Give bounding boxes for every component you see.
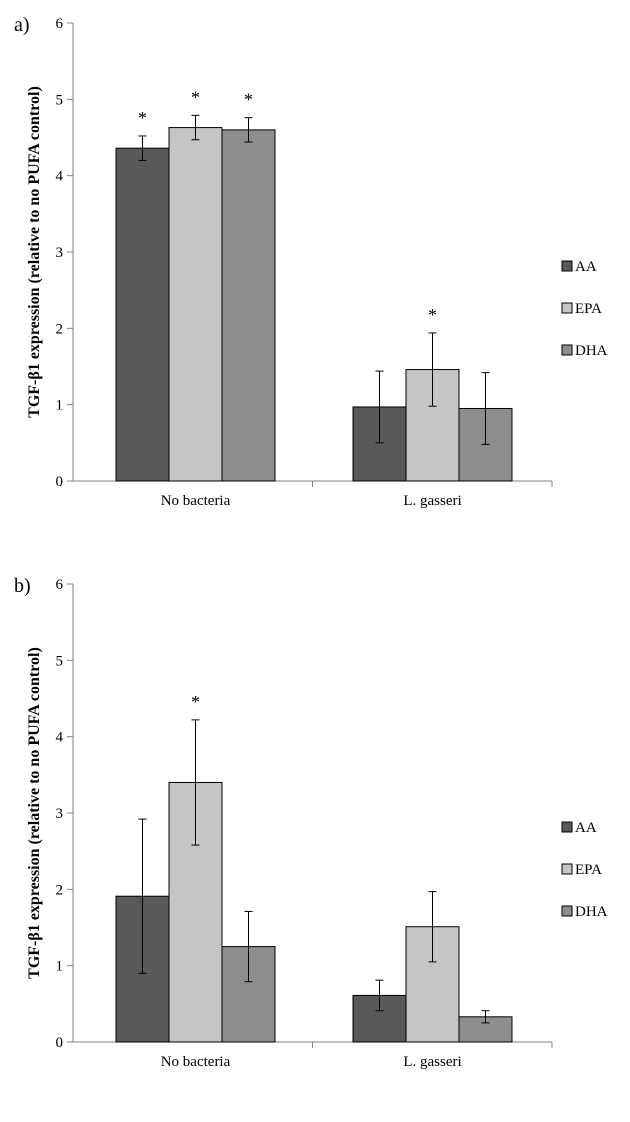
- significance-marker: *: [244, 90, 253, 110]
- y-tick-label: 2: [56, 882, 64, 898]
- legend-swatch-aa: [561, 260, 573, 272]
- y-axis-title: TGF-β1 expression (relative to no PUFA c…: [26, 86, 43, 418]
- chart-panel-a: a) TGF-β1 expression (relative to no PUFA…: [14, 14, 608, 509]
- legend-label-epa: EPA: [575, 301, 602, 317]
- bar-epa-no-bacteria: [168, 127, 223, 482]
- significance-marker: *: [138, 108, 147, 128]
- legend-swatch-epa: [561, 863, 573, 875]
- y-tick-label: 6: [56, 577, 64, 593]
- y-tick-label: 3: [56, 245, 64, 261]
- legend-label-epa: EPA: [575, 862, 602, 878]
- y-tick-label: 0: [56, 1035, 64, 1051]
- significance-marker: *: [428, 305, 437, 325]
- y-tick-label: 5: [56, 653, 64, 669]
- x-category-label: L. gasseri: [403, 493, 461, 509]
- bar-aa-no-bacteria: [115, 147, 170, 482]
- legend-label-aa: AA: [575, 259, 597, 275]
- chart-panel-b: b) TGF-β1 expression (relative to no PUFA…: [14, 575, 608, 1070]
- legend-swatch-aa: [561, 821, 573, 833]
- legend-swatch-dha: [561, 905, 573, 917]
- x-category-label: L. gasseri: [403, 1054, 461, 1070]
- panel-label: a): [14, 14, 30, 36]
- x-category-label: No bacteria: [161, 493, 231, 509]
- legend-swatch-epa: [561, 302, 573, 314]
- bar-dha-no-bacteria: [221, 129, 276, 482]
- y-tick-label: 0: [56, 474, 64, 490]
- y-tick-label: 4: [56, 169, 64, 185]
- legend-label-dha: DHA: [575, 343, 608, 359]
- significance-marker: *: [191, 692, 200, 712]
- y-tick-label: 1: [56, 959, 64, 975]
- y-tick-label: 5: [56, 92, 64, 108]
- legend-swatch-dha: [561, 344, 573, 356]
- legend-label-dha: DHA: [575, 904, 608, 920]
- y-tick-label: 4: [56, 730, 64, 746]
- y-tick-label: 1: [56, 398, 64, 414]
- x-category-label: No bacteria: [161, 1054, 231, 1070]
- significance-marker: *: [191, 87, 200, 107]
- legend-label-aa: AA: [575, 820, 597, 836]
- y-tick-label: 3: [56, 806, 64, 822]
- panel-label: b): [14, 575, 31, 597]
- y-tick-label: 6: [56, 16, 64, 32]
- y-tick-label: 2: [56, 321, 64, 337]
- y-axis-title: TGF-β1 expression (relative to no PUFA c…: [26, 647, 43, 979]
